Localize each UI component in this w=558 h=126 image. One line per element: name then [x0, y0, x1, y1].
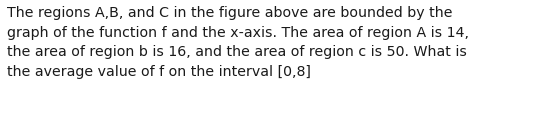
- Text: The regions A,B, and C in the figure above are bounded by the
graph of the funct: The regions A,B, and C in the figure abo…: [7, 6, 469, 79]
